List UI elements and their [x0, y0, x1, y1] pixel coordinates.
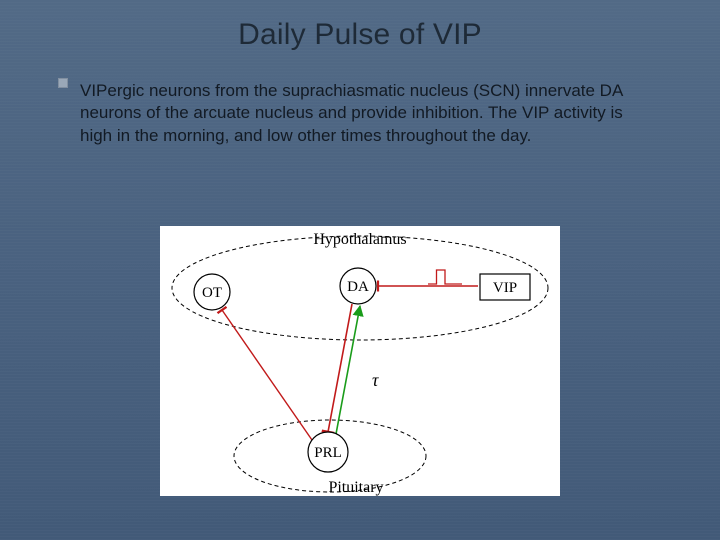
node-label-VIP: VIP [493, 280, 517, 296]
edge-PRL-OT [222, 310, 312, 440]
annotation: τ [372, 370, 379, 390]
diagram-annotations: τ [372, 370, 379, 390]
pulse-glyph [428, 270, 462, 284]
node-label-OT: OT [202, 285, 222, 301]
bullet-icon [58, 78, 68, 88]
diagram-nodes: OT DA VIP PRL [194, 268, 530, 472]
diagram-edges [222, 286, 478, 440]
slide: Daily Pulse of VIP VIPergic neurons from… [0, 0, 720, 540]
region-label-pituitary: Pituitary [328, 479, 383, 496]
region-label-hypothalamus: Hypothalamus [313, 231, 406, 248]
pulse-icon [428, 270, 462, 284]
slide-body-text: VIPergic neurons from the suprachiasmati… [80, 80, 640, 147]
slide-title: Daily Pulse of VIP [56, 18, 664, 52]
diagram-figure: Hypothalamus Pituitary OT DA VIP PRL τ [160, 226, 560, 496]
diagram-svg: Hypothalamus Pituitary OT DA VIP PRL τ [160, 226, 560, 496]
node-label-PRL: PRL [314, 445, 342, 461]
node-label-DA: DA [347, 279, 369, 295]
